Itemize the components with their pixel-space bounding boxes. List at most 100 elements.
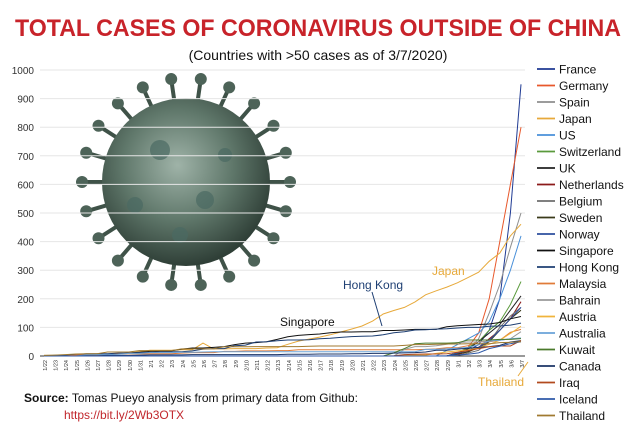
x-tick-label: 2/18 — [329, 360, 335, 371]
legend-label: Malaysia — [559, 277, 607, 291]
annotation-thailand-pointer — [517, 361, 529, 377]
x-tick-label: 2/26 — [414, 360, 420, 371]
y-tick-label: 300 — [17, 266, 34, 277]
x-tick-label: 2/5 — [191, 360, 197, 368]
x-tick-label: 2/13 — [276, 360, 282, 371]
legend-label: Kuwait — [559, 343, 596, 357]
series-line-australia — [44, 337, 522, 357]
annotation-hong-kong-pointer — [371, 291, 383, 327]
x-tick-label: 2/14 — [287, 360, 293, 371]
legend-label: Norway — [559, 228, 600, 242]
source-url[interactable]: https://bit.ly/2Wb3OTX — [64, 408, 185, 422]
x-tick-label: 2/9 — [234, 360, 240, 368]
legend-label: Iraq — [559, 376, 580, 390]
legend-label: Germany — [559, 79, 608, 93]
legend-label: Spain — [559, 96, 590, 110]
x-tick-label: 2/24 — [393, 360, 399, 371]
series-line-hong-kong — [43, 322, 522, 357]
x-tick-label: 2/27 — [425, 360, 431, 371]
x-tick-label: 2/4 — [181, 360, 187, 368]
source-label: Source: — [24, 391, 69, 405]
legend-label: Switzerland — [559, 145, 621, 159]
x-tick-label: 2/3 — [170, 360, 176, 368]
x-tick-label: 2/7 — [213, 360, 219, 368]
x-tick-label: 3/3 — [478, 360, 484, 368]
x-tick-label: 1/25 — [75, 360, 81, 371]
legend-label: Thailand — [559, 409, 605, 423]
virus-illustration — [76, 73, 296, 291]
x-tick-label: 1/27 — [96, 360, 102, 371]
x-tick-label: 1/22 — [43, 360, 49, 371]
legend-label: UK — [559, 162, 576, 176]
annotation-japan: Japan — [432, 264, 465, 278]
chart-title: TOTAL CASES OF CORONAVIRUS OUTSIDE OF CH… — [15, 15, 621, 42]
x-tick-label: 2/22 — [372, 360, 378, 371]
x-tick-label: 2/8 — [223, 360, 229, 368]
source-text: Tomas Pueyo analysis from primary data f… — [71, 391, 358, 405]
source-note: Source: Tomas Pueyo analysis from primar… — [24, 390, 358, 424]
x-tick-label: 3/5 — [499, 360, 505, 368]
y-tick-label: 200 — [17, 295, 34, 306]
x-tick-label: 3/4 — [488, 360, 494, 368]
annotation-thailand: Thailand — [478, 375, 524, 389]
x-tick-label: 2/29 — [446, 360, 452, 371]
x-tick-label: 3/2 — [467, 360, 473, 368]
x-tick-label: 2/17 — [319, 360, 325, 371]
series-line-japan — [44, 223, 522, 356]
y-tick-label: 900 — [17, 95, 34, 106]
x-tick-label: 3/1 — [456, 360, 462, 368]
x-tick-label: 1/29 — [117, 360, 123, 371]
legend-label: Austria — [559, 310, 597, 324]
x-tick-label: 2/10 — [244, 360, 250, 371]
annotation-hong-kong: Hong Kong — [343, 278, 403, 292]
chart-subtitle: (Countries with >50 cases as of 3/7/2020… — [189, 47, 448, 63]
series-line-iceland — [44, 341, 522, 357]
legend-label: Australia — [559, 327, 606, 341]
x-tick-label: 1/28 — [107, 360, 113, 371]
x-tick-label: 2/16 — [308, 360, 314, 371]
legend-label: Canada — [559, 360, 601, 374]
x-tick-label: 2/15 — [297, 360, 303, 371]
series-line-canada — [44, 340, 522, 357]
x-tick-label: 1/26 — [85, 360, 91, 371]
x-tick-label: 3/7 — [520, 360, 526, 368]
x-tick-label: 2/6 — [202, 360, 208, 368]
series-line-spain — [44, 212, 522, 357]
legend-label: Netherlands — [559, 178, 624, 192]
x-tick-label: 2/21 — [361, 360, 367, 371]
y-tick-label: 800 — [17, 123, 34, 134]
y-tick-label: 0 — [28, 352, 34, 363]
x-tick-label: 2/20 — [350, 360, 356, 371]
x-tick-label: 2/28 — [435, 360, 441, 371]
x-tick-label: 2/19 — [340, 360, 346, 371]
x-tick-label: 2/23 — [382, 360, 388, 371]
x-tick-label: 2/11 — [255, 360, 261, 370]
x-tick-label: 1/30 — [128, 360, 134, 371]
x-tick-label: 1/24 — [64, 360, 70, 371]
legend-label: Japan — [559, 112, 592, 126]
legend-label: Hong Kong — [559, 261, 619, 275]
annotation-singapore: Singapore — [280, 315, 335, 329]
legend-label: US — [559, 129, 576, 143]
x-tick-label: 2/2 — [160, 360, 166, 368]
legend-label: Belgium — [559, 195, 602, 209]
y-tick-label: 500 — [17, 209, 34, 220]
x-tick-label: 2/1 — [149, 360, 155, 368]
legend-label: France — [559, 63, 597, 77]
y-tick-label: 100 — [17, 323, 34, 334]
legend-label: Singapore — [559, 244, 614, 258]
x-tick-label: 2/25 — [403, 360, 409, 371]
x-tick-label: 1/23 — [54, 360, 60, 371]
y-tick-label: 600 — [17, 180, 34, 191]
series-line-thailand — [43, 341, 522, 356]
x-tick-label: 1/31 — [138, 360, 144, 371]
legend-label: Iceland — [559, 393, 598, 407]
y-tick-label: 700 — [17, 152, 34, 163]
legend-label: Sweden — [559, 211, 602, 225]
y-tick-label: 400 — [17, 238, 34, 249]
legend-label: Bahrain — [559, 294, 600, 308]
x-tick-label: 3/6 — [509, 360, 515, 368]
y-tick-label: 1000 — [12, 66, 35, 77]
x-tick-label: 2/12 — [266, 360, 272, 371]
